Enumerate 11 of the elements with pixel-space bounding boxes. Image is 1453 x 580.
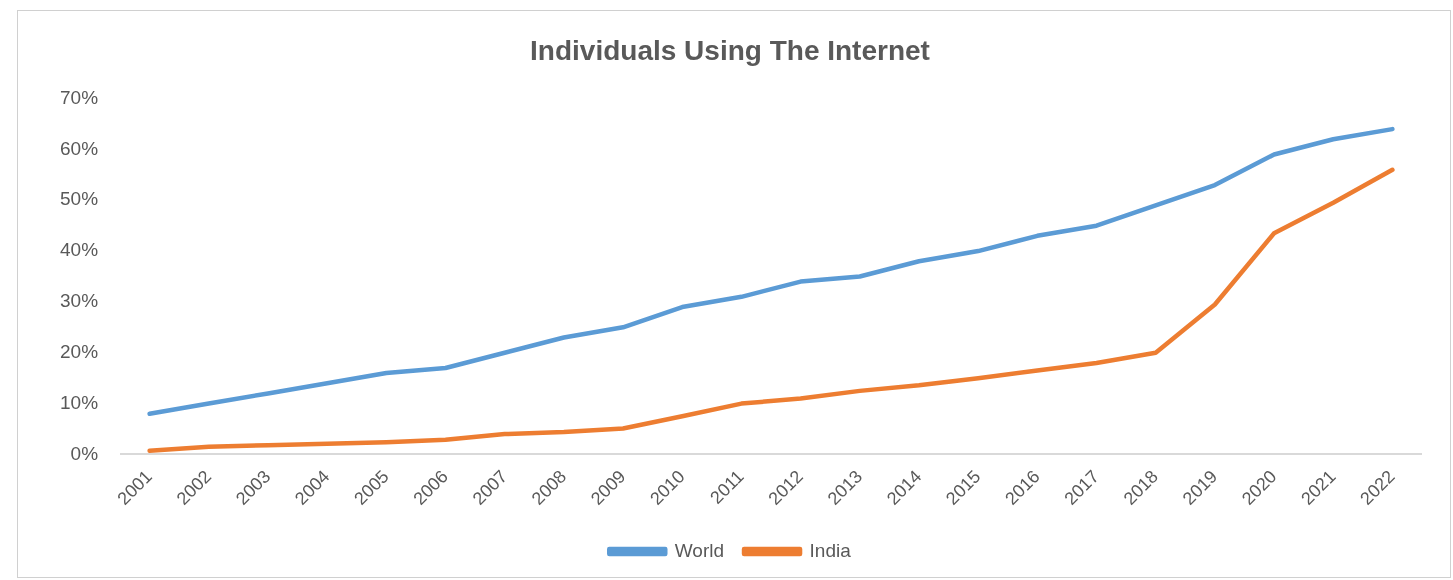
y-tick-label: 60%	[60, 137, 99, 159]
y-tick-label: 50%	[60, 188, 99, 210]
y-tick-label: 40%	[60, 239, 99, 261]
y-tick-label: 30%	[60, 290, 99, 312]
chart-title: Individuals Using The Internet	[530, 34, 930, 66]
legend-label: World	[674, 539, 725, 561]
y-tick-label: 20%	[60, 340, 99, 362]
y-tick-label: 0%	[70, 442, 99, 464]
legend-label: India	[809, 539, 852, 561]
y-tick-label: 10%	[60, 391, 99, 413]
y-tick-label: 70%	[60, 86, 99, 108]
